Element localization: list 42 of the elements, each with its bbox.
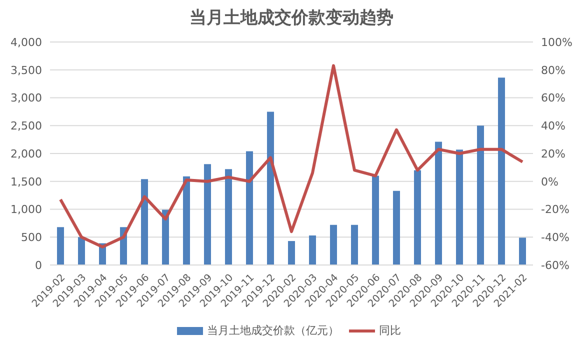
y2-tick-label: 60% xyxy=(541,92,566,105)
bar xyxy=(519,238,526,265)
bar xyxy=(225,169,232,265)
bar xyxy=(477,126,484,265)
legend-label: 当月土地成交价款（亿元） xyxy=(207,323,339,338)
bar xyxy=(288,241,295,265)
bar xyxy=(456,150,463,265)
y-tick-label: 1,500 xyxy=(10,175,42,188)
bar xyxy=(414,170,421,265)
bar xyxy=(435,142,442,265)
legend-label: 同比 xyxy=(379,323,401,338)
y2-tick-label: -20% xyxy=(541,203,570,216)
y2-tick-label: 100% xyxy=(541,36,572,49)
bar xyxy=(351,224,358,265)
bar xyxy=(183,176,190,265)
bar xyxy=(267,112,274,265)
bar xyxy=(498,78,505,265)
y-tick-label: 1,000 xyxy=(10,203,42,216)
y-tick-label: 3,500 xyxy=(10,64,42,77)
y-tick-label: 0 xyxy=(35,258,42,272)
bar xyxy=(246,151,253,265)
bar xyxy=(330,224,337,265)
y2-tick-label: 20% xyxy=(541,147,566,160)
y-tick-label: 2,500 xyxy=(10,120,42,133)
y2-tick-label: -40% xyxy=(541,231,570,244)
line-series xyxy=(59,64,524,248)
bar xyxy=(204,164,211,265)
y2-tick-label: 80% xyxy=(541,64,566,77)
bar xyxy=(78,237,85,265)
y2-tick-label: 40% xyxy=(541,120,566,133)
bar xyxy=(141,179,148,265)
chart-title: 当月土地成交价款变动趋势 xyxy=(188,7,394,30)
bar xyxy=(309,235,316,265)
y-tick-label: 2,000 xyxy=(10,147,42,160)
y-tick-label: 4,000 xyxy=(10,36,42,49)
bar xyxy=(393,190,400,265)
y2-tick-label: -60% xyxy=(541,258,570,272)
bar xyxy=(372,176,379,265)
bar xyxy=(57,227,64,265)
y-tick-label: 500 xyxy=(21,231,42,244)
y2-tick-label: 0% xyxy=(541,175,558,188)
y-tick-label: 3,000 xyxy=(10,92,42,105)
